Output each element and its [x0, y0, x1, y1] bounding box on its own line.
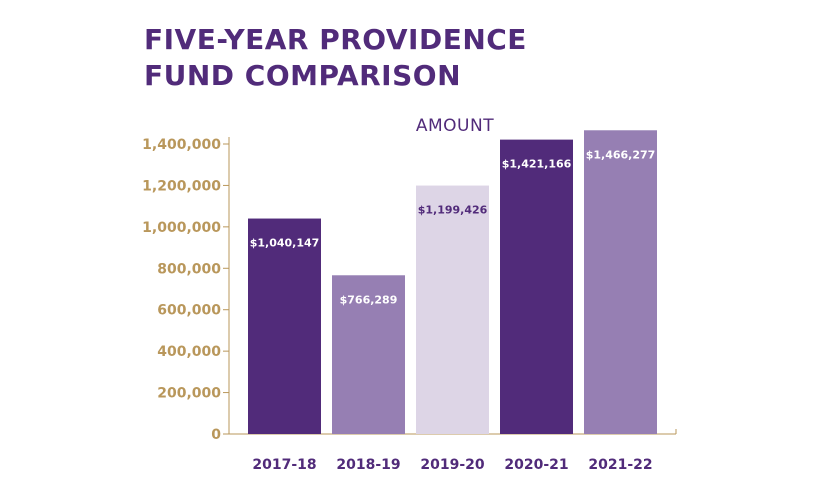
- data-label: $1,421,166: [502, 158, 572, 171]
- chart-title: FIVE-YEAR PROVIDENCE FUND COMPARISON: [144, 22, 527, 94]
- bar: [332, 275, 405, 434]
- y-tick-label: 1,200,000: [142, 178, 221, 194]
- category-label: 2019-20: [420, 457, 485, 473]
- data-labels: $1,040,147 $766,289 $1,199,426 $1,421,166 $1…: [250, 148, 656, 306]
- bar: [584, 130, 657, 435]
- category-label: 2018-19: [336, 457, 400, 473]
- category-label: 2020-21: [504, 457, 568, 473]
- data-label: $1,466,277: [586, 148, 656, 161]
- x-axis-categories: 2017-18 2018-19 2019-20 2020-21 2021-22: [252, 457, 652, 473]
- bar: [500, 139, 573, 435]
- chart-title-line-1: FIVE-YEAR PROVIDENCE: [144, 23, 527, 56]
- series-label: AMOUNT: [416, 116, 494, 136]
- y-tick-label: 600,000: [157, 303, 221, 319]
- data-label: $1,199,426: [418, 204, 488, 217]
- bar: [248, 218, 321, 434]
- category-label: 2017-18: [252, 457, 316, 473]
- y-tick-label: 200,000: [157, 386, 221, 402]
- category-label: 2021-22: [588, 457, 652, 473]
- y-tick-label: 1,000,000: [142, 220, 221, 236]
- y-tick-label: 0: [211, 427, 221, 443]
- bars: [248, 130, 657, 435]
- y-tick-label: 400,000: [157, 344, 221, 360]
- bar: [416, 185, 489, 434]
- data-label: $1,040,147: [250, 237, 320, 250]
- data-label: $766,289: [340, 293, 398, 306]
- y-tick-label: 800,000: [157, 261, 221, 277]
- y-tick-label: 1,400,000: [142, 137, 221, 153]
- chart-title-line-2: FUND COMPARISON: [144, 59, 462, 92]
- y-axis: 0 200,000 400,000 600,000 800,000 1,000,000 1,…: [142, 137, 677, 443]
